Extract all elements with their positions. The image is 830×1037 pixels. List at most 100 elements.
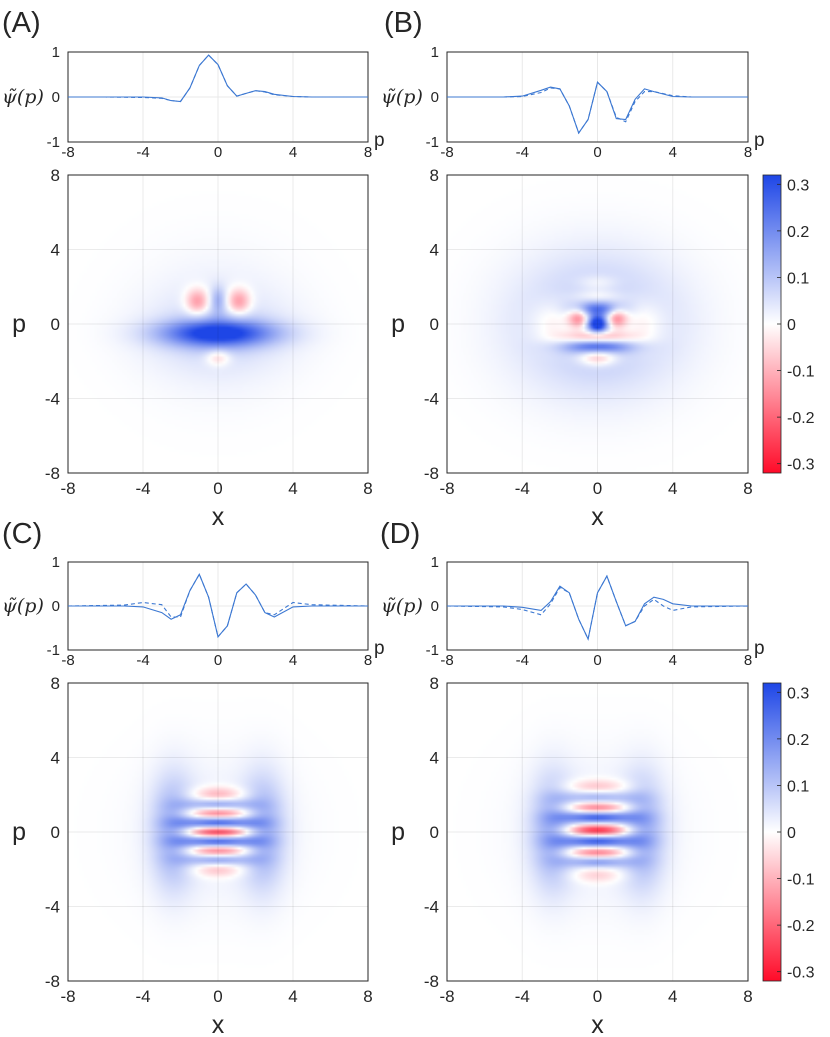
- y-axis-label: p: [391, 818, 405, 846]
- x-tick-label: 8: [364, 144, 372, 161]
- x-tick-label: 4: [668, 987, 677, 1006]
- x-tick-label: 8: [744, 144, 752, 161]
- panel-b: (B) -8 -4 0 4 8 1 0 -1 p ψ̃(p) -8 -4 0 4 8 8 4 0 -4 -8 x p: [381, 7, 765, 531]
- plot-frame: [67, 682, 369, 982]
- colorbar-tick-label: 0.2: [787, 732, 809, 749]
- y-tick-label: -4: [45, 898, 60, 917]
- wigner-heatmap: -8 -4 0 4 8 8 4 0 -4 -8 x p: [12, 166, 373, 531]
- y-tick-label: 0: [51, 315, 60, 334]
- y-tick-label: -8: [45, 464, 60, 483]
- y-tick-label: -4: [424, 390, 439, 409]
- panel-d: (D) -8 -4 0 4 8 1 0 -1 p ψ̃(p) -8 -4 0 4 8 8 4 0 -4 -8 x p: [380, 518, 765, 1037]
- colorbar: 0.3 0.2 0.1 0 -0.1 -0.2 -0.3: [762, 682, 815, 982]
- panel-label: (B): [384, 7, 423, 39]
- x-tick-label: 0: [213, 479, 222, 498]
- colorbar-tick-label: -0.1: [787, 364, 815, 381]
- plot-frame: [446, 682, 749, 982]
- heatmap-image: [447, 175, 748, 473]
- x-tick-label: 8: [743, 987, 752, 1006]
- x-tick-label: -8: [61, 652, 74, 669]
- y-tick-label: 0: [431, 598, 439, 615]
- x-tick-label: 0: [213, 987, 222, 1006]
- x-axis-label: x: [591, 1011, 604, 1037]
- colorbar-tick-label: 0: [787, 317, 796, 334]
- x-tick-label: -4: [515, 479, 530, 498]
- x-tick-label: 0: [593, 652, 601, 669]
- x-tick-label: 4: [669, 144, 677, 161]
- y-tick-label: -1: [47, 642, 60, 659]
- y-tick-label: -1: [47, 134, 60, 151]
- y-tick-label: 0: [52, 598, 60, 615]
- colorbar-tick-label: -0.2: [787, 410, 815, 427]
- x-tick-label: 4: [288, 987, 297, 1006]
- x-tick-label: -4: [515, 987, 530, 1006]
- y-tick-label: 0: [52, 89, 60, 106]
- x-tick-label: 8: [364, 652, 372, 669]
- x-tick-label: -4: [516, 144, 529, 161]
- x-tick-label: 8: [363, 479, 372, 498]
- x-tick-label: 0: [214, 144, 222, 161]
- x-axis-label: x: [212, 503, 225, 531]
- y-tick-label: 0: [430, 315, 439, 334]
- x-tick-label: -8: [440, 144, 453, 161]
- y-tick-label: 1: [431, 44, 439, 61]
- x-axis-label: p: [374, 130, 385, 151]
- colorbar-tick-label: -0.2: [787, 918, 815, 935]
- x-tick-label: -8: [60, 987, 75, 1006]
- x-axis-label: p: [374, 638, 385, 659]
- y-tick-label: -8: [424, 464, 439, 483]
- y-axis-label: p: [12, 310, 26, 338]
- y-tick-label: 8: [51, 674, 60, 693]
- x-tick-label: 0: [593, 987, 602, 1006]
- series-dashed: [68, 54, 368, 103]
- y-axis-label: ψ̃(p): [381, 86, 423, 108]
- x-tick-label: 0: [214, 652, 222, 669]
- colorbar-tick-label: -0.3: [787, 457, 815, 474]
- panel-label: (D): [380, 518, 420, 550]
- y-tick-label: -8: [424, 972, 439, 991]
- plot-frame: [67, 174, 369, 474]
- x-tick-label: -4: [516, 652, 529, 669]
- colorbar-tick-label: 0.3: [787, 177, 809, 194]
- y-axis-label: p: [12, 818, 26, 846]
- colorbar-tick-label: -0.1: [787, 872, 815, 889]
- y-tick-label: 0: [51, 823, 60, 842]
- colorbar: 0.3 0.2 0.1 0 -0.1 -0.2 -0.3: [762, 174, 815, 474]
- x-tick-label: 8: [363, 987, 372, 1006]
- y-tick-label: -1: [426, 134, 439, 151]
- y-tick-label: -4: [45, 390, 60, 409]
- series-dashed: [67, 573, 369, 638]
- wavefunction-plot: -8 -4 0 4 8 1 0 -1 p ψ̃(p): [381, 554, 765, 669]
- y-tick-label: 8: [430, 166, 439, 185]
- x-tick-label: -8: [439, 479, 454, 498]
- y-axis-label: p: [391, 310, 405, 338]
- x-tick-label: 0: [593, 144, 601, 161]
- colorbar-tick-label: 0.1: [787, 270, 809, 287]
- x-tick-label: -4: [136, 652, 149, 669]
- x-tick-label: -8: [60, 479, 75, 498]
- y-tick-label: -4: [424, 898, 439, 917]
- wavefunction-plot: -8 -4 0 4 8 1 0 -1 p ψ̃(p): [381, 44, 765, 161]
- x-tick-label: -8: [439, 987, 454, 1006]
- panel-label: (C): [2, 518, 42, 550]
- y-tick-label: -1: [426, 642, 439, 659]
- wigner-heatmap: -8 -4 0 4 8 8 4 0 -4 -8 x p: [391, 674, 753, 1037]
- colorbar-tick-label: 0: [787, 825, 796, 842]
- series-dashed: [447, 81, 748, 135]
- wavefunction-plot: -8 -4 0 4 8 1 0 -1 p ψ̃(p): [2, 554, 385, 669]
- panel-label: (A): [2, 7, 41, 39]
- y-tick-label: 4: [430, 241, 439, 260]
- x-axis-label: p: [754, 130, 765, 151]
- x-tick-label: 4: [669, 652, 677, 669]
- heatmap-image: [68, 683, 368, 981]
- x-axis-label: x: [591, 503, 604, 531]
- colorbar-tick-label: -0.3: [787, 965, 815, 982]
- x-tick-label: 4: [289, 144, 297, 161]
- x-tick-label: 0: [593, 479, 602, 498]
- y-axis-label: ψ̃(p): [381, 595, 423, 617]
- y-tick-label: 4: [51, 749, 60, 768]
- x-tick-label: 4: [668, 479, 677, 498]
- colorbar-tick-label: 0.3: [787, 685, 809, 702]
- heatmap-image: [447, 683, 748, 981]
